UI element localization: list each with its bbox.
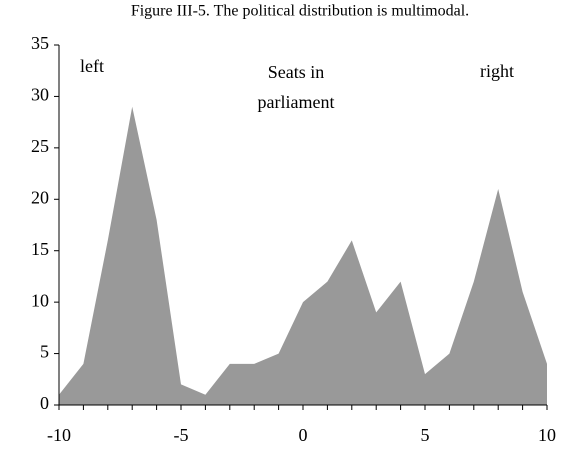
x-tick-label: -10 — [47, 425, 71, 445]
x-tick-label: -5 — [174, 425, 189, 445]
x-tick-label: 0 — [299, 425, 308, 445]
y-tick-label: 30 — [31, 85, 49, 105]
y-tick-label: 0 — [40, 393, 49, 413]
y-tick-label: 25 — [31, 136, 49, 156]
y-tick-label: 15 — [31, 239, 49, 259]
area — [59, 106, 547, 405]
annotation: parliament — [258, 92, 335, 112]
x-tick-label: 5 — [421, 425, 430, 445]
y-tick-label: 35 — [31, 33, 49, 53]
annotation: Seats in — [268, 62, 325, 82]
y-tick-label: 20 — [31, 187, 49, 207]
x-tick-label: 10 — [538, 425, 556, 445]
y-tick-label: 10 — [31, 290, 49, 310]
annotation: left — [80, 56, 104, 76]
annotation: right — [480, 61, 514, 81]
y-tick-label: 5 — [40, 342, 49, 362]
chart-title: Figure III-5. The political distribution… — [131, 3, 469, 20]
